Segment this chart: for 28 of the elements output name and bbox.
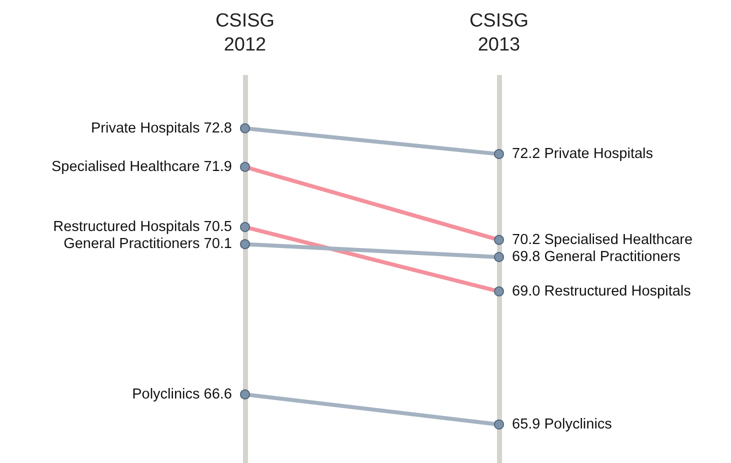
point	[494, 252, 504, 262]
data-label: 72.2	[512, 146, 540, 162]
text: Private Hospitals	[90, 120, 200, 136]
text: General Practitioners	[544, 249, 680, 266]
data-label: 70.1	[204, 236, 232, 252]
data-label: 71.9	[204, 158, 232, 175]
text: Polyclinics	[132, 386, 200, 402]
point	[240, 123, 250, 134]
point	[494, 149, 504, 160]
data-label: 69.0	[512, 283, 540, 300]
point	[240, 389, 250, 400]
data-label: 66.6	[204, 386, 232, 402]
data-label: 72.8	[204, 120, 232, 136]
x-tick-label: CSISG 2013	[469, 10, 529, 56]
text: Private Hospitals	[544, 146, 654, 162]
text: Restructured Hospitals	[53, 219, 200, 236]
text: Specialised Healthcare	[544, 232, 693, 248]
data-label: 69.8	[512, 249, 540, 266]
text: Restructured Hospitals	[544, 283, 691, 300]
text: Specialised Healthcare	[51, 158, 200, 175]
data-label: 70.2	[512, 232, 540, 248]
point	[494, 420, 504, 430]
text: Polyclinics	[544, 416, 612, 432]
text: General Practitioners	[64, 236, 200, 252]
point	[240, 239, 250, 250]
x-tick-label: CSISG 2012	[215, 10, 275, 56]
data-label: 65.9	[512, 416, 540, 432]
data-label: 70.5	[204, 219, 232, 236]
